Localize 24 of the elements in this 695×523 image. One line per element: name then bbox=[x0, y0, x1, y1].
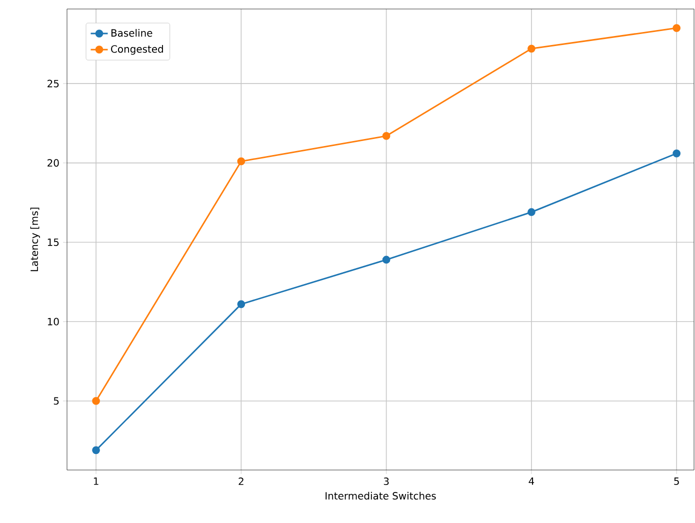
legend-label: Congested bbox=[111, 45, 163, 55]
point bbox=[672, 24, 681, 32]
point bbox=[237, 300, 246, 308]
y-tick-label: 15 bbox=[48, 238, 59, 246]
x-tick-label: 4 bbox=[528, 478, 534, 485]
point bbox=[237, 157, 246, 166]
x-tick-label: 5 bbox=[674, 478, 679, 485]
y-axis-title: Latency [ms] bbox=[30, 208, 40, 272]
point bbox=[382, 256, 390, 264]
point bbox=[382, 132, 390, 140]
point bbox=[672, 149, 681, 158]
y-tick-label: 20 bbox=[48, 159, 59, 167]
x-axis-title: Intermediate Switches bbox=[326, 492, 436, 500]
x-tick-label: 3 bbox=[384, 477, 389, 486]
x-tick-label: 1 bbox=[94, 478, 98, 485]
point bbox=[528, 208, 536, 216]
y-tick-label: 5 bbox=[54, 397, 59, 405]
y-tick-label: 25 bbox=[48, 80, 59, 88]
point bbox=[528, 44, 536, 53]
point bbox=[92, 397, 100, 405]
x-tick-label: 2 bbox=[238, 477, 244, 485]
point bbox=[92, 446, 100, 454]
legend-label: Baseline bbox=[111, 28, 152, 37]
y-tick-label: 10 bbox=[48, 318, 59, 326]
